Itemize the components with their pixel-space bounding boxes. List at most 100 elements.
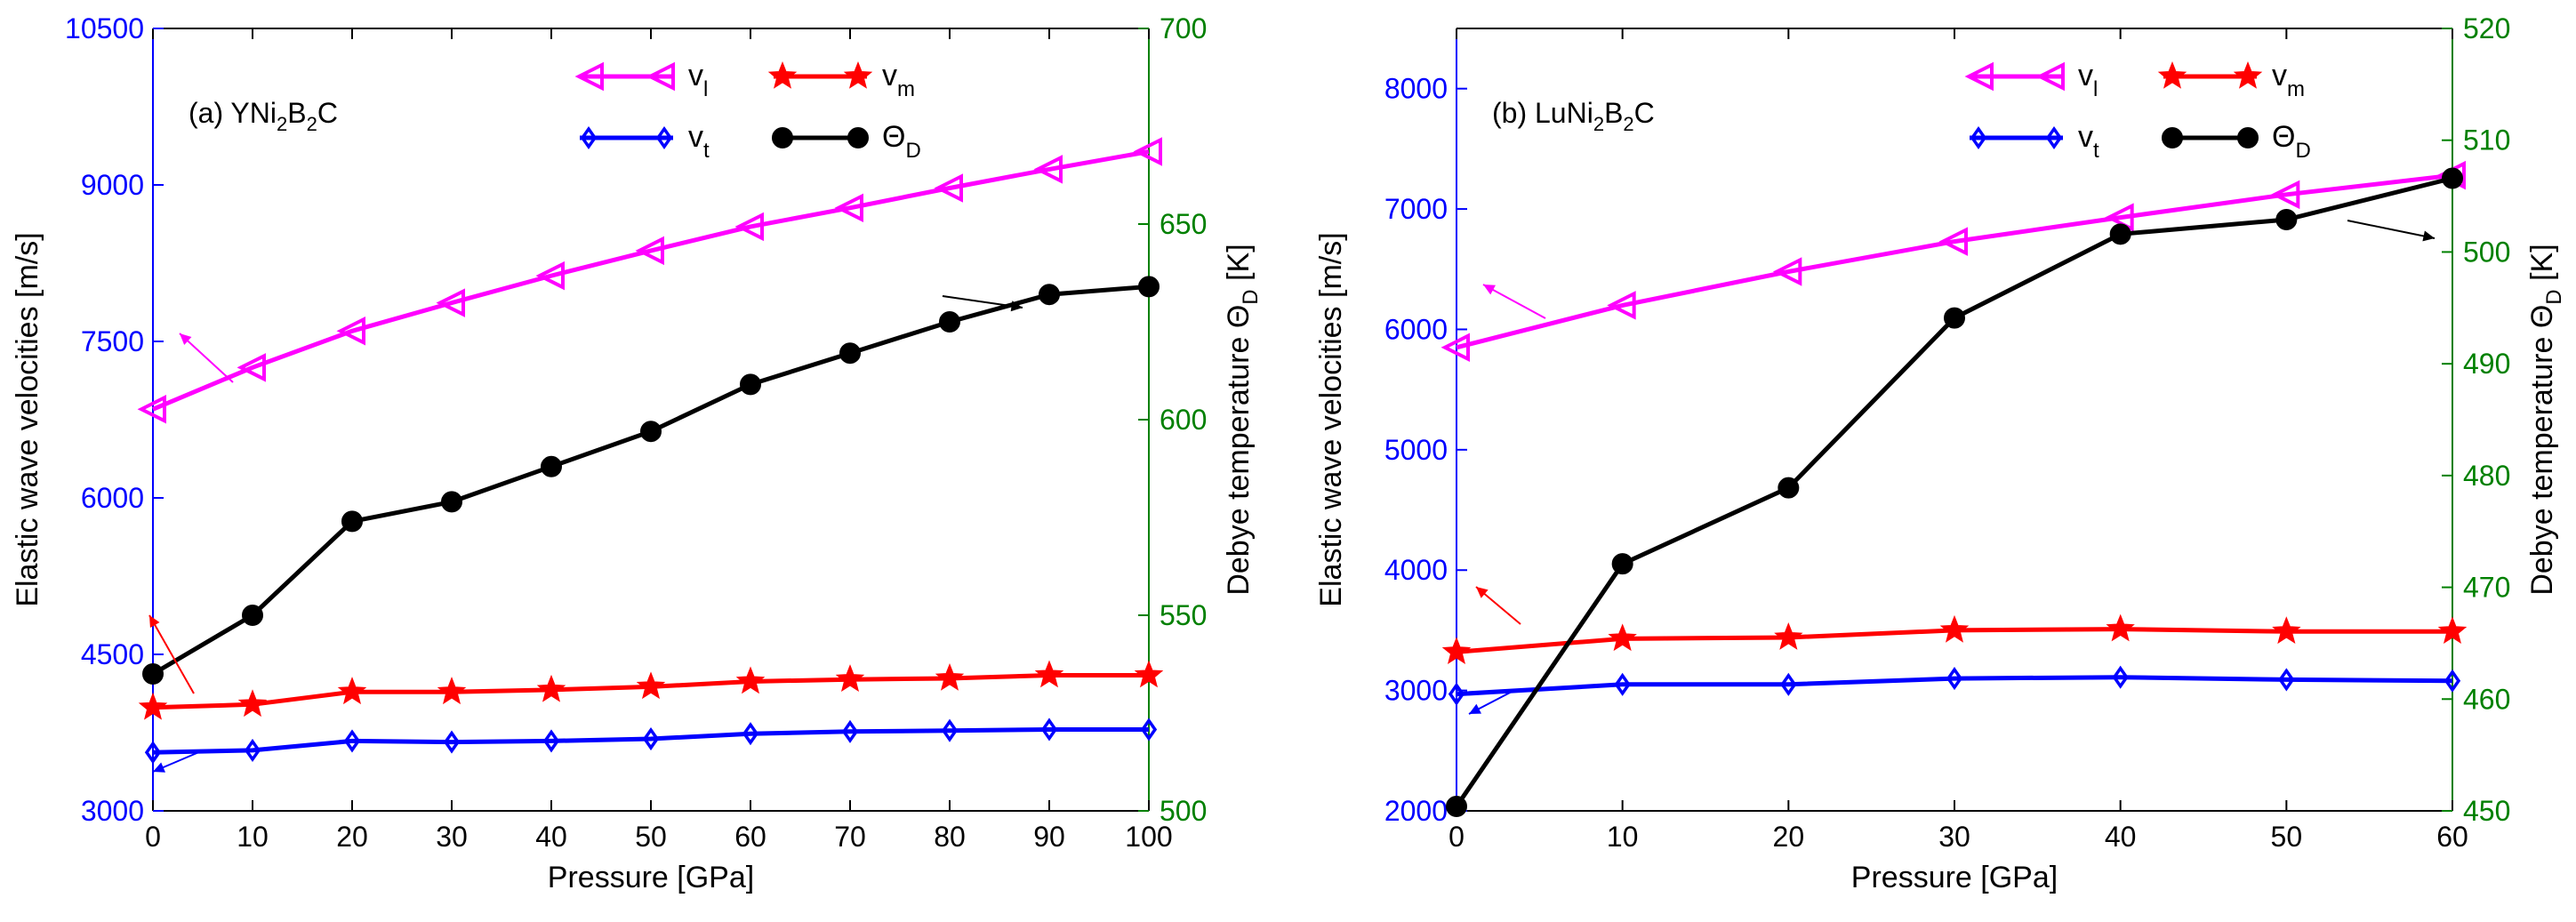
y2-tick-label: 550	[1160, 599, 1207, 631]
data-point	[542, 729, 560, 753]
data-point	[1040, 718, 1058, 742]
data-point	[441, 491, 462, 513]
data-point	[1033, 155, 1063, 184]
y-tick-label: 3000	[81, 795, 144, 827]
x-tick-label: 90	[1033, 821, 1065, 853]
x-axis-label: Pressure [GPa]	[548, 861, 754, 894]
panel-label: (a) YNi2B2C	[189, 97, 338, 135]
series-line	[1456, 675, 2453, 697]
data-point	[635, 236, 664, 266]
annotation-arrow	[1475, 586, 1521, 625]
arrow-shaft	[942, 295, 1023, 309]
legend-marker	[655, 125, 673, 150]
series-line	[1456, 172, 2453, 350]
data-point	[343, 729, 361, 753]
arrow-head	[180, 333, 192, 345]
data-point	[1039, 284, 1060, 306]
data-point	[1780, 672, 1797, 696]
legend-marker	[2045, 125, 2063, 150]
data-point	[941, 718, 959, 742]
data-point	[2272, 616, 2301, 645]
data-point	[2106, 613, 2135, 642]
legend-label: ΘD	[2272, 120, 2311, 163]
y2-axis-label: Debye temperature ΘD [K]	[1222, 244, 1263, 595]
data-point	[1448, 682, 1465, 706]
y2-tick-label: 700	[1160, 12, 1207, 44]
data-point	[2109, 223, 2131, 245]
arrow-head	[153, 762, 165, 773]
data-point	[841, 719, 859, 743]
y-tick-label: 4500	[81, 638, 144, 670]
annotation-arrow	[1468, 691, 1513, 715]
panel-label: (b) LuNi2B2C	[1492, 97, 1655, 135]
y2-tick-label: 650	[1160, 208, 1207, 240]
data-point	[1134, 660, 1164, 688]
data-point	[443, 730, 461, 754]
legend-entry: ΘD	[772, 120, 921, 163]
arrow-head	[1476, 587, 1489, 598]
x-tick-label: 50	[635, 821, 667, 853]
y-tick-label: 2000	[1384, 795, 1448, 827]
series-vl	[137, 137, 1162, 424]
legend-marker	[767, 60, 798, 89]
x-tick-label: 40	[2105, 821, 2137, 853]
x-tick-label: 100	[1125, 821, 1172, 853]
arrow-shaft	[1482, 284, 1546, 319]
data-point	[2112, 665, 2129, 689]
data-point	[1944, 307, 1965, 329]
data-point	[1140, 718, 1158, 742]
data-point	[137, 395, 166, 424]
y-tick-label: 8000	[1384, 73, 1448, 105]
data-point	[535, 261, 565, 291]
arrow-head	[1483, 285, 1496, 295]
series-vl	[1440, 160, 2466, 363]
data-point	[437, 677, 467, 705]
data-point	[1607, 291, 1636, 320]
y-tick-label: 6000	[81, 482, 144, 514]
y2-tick-label: 600	[1160, 404, 1207, 436]
legend-entry: vm	[2157, 59, 2305, 101]
y2-tick-label: 480	[2463, 460, 2510, 492]
y2-tick-label: 510	[2463, 124, 2510, 156]
series-vm	[138, 660, 1164, 720]
data-point	[1772, 257, 1802, 286]
data-point	[834, 193, 863, 223]
legend-entry: ΘD	[2162, 120, 2311, 163]
series-ΘD	[1446, 167, 2463, 817]
data-point	[1138, 276, 1160, 298]
series-vm	[1441, 613, 2468, 665]
x-tick-label: 60	[734, 821, 766, 853]
data-point	[541, 455, 562, 477]
legend-marker	[1970, 125, 1987, 150]
data-point	[636, 671, 666, 700]
legend-label: vm	[882, 59, 915, 101]
data-point	[839, 342, 861, 365]
legend-marker	[646, 61, 675, 92]
annotation-arrow	[152, 750, 202, 773]
x-tick-label: 0	[1448, 821, 1465, 853]
data-point	[1133, 137, 1162, 166]
arrow-shaft	[179, 333, 234, 383]
y-tick-label: 7500	[81, 325, 144, 357]
data-point	[642, 726, 660, 751]
data-point	[1611, 553, 1633, 575]
data-point	[1938, 227, 1968, 256]
arrow-head	[1469, 703, 1481, 714]
data-point	[740, 373, 761, 396]
series-line	[1454, 176, 2453, 808]
legend-label: ΘD	[882, 120, 921, 163]
y-tick-label: 10500	[65, 12, 144, 44]
y2-tick-label: 450	[2463, 795, 2510, 827]
y2-tick-label: 470	[2463, 572, 2510, 604]
data-point	[341, 510, 363, 533]
legend-entry: vm	[767, 59, 915, 101]
y-axis-label: Elastic wave velocities [m/s]	[1314, 232, 1348, 606]
data-point	[1946, 667, 1963, 691]
data-point	[1440, 333, 1470, 363]
arrow-head	[149, 615, 160, 628]
data-point	[734, 212, 764, 242]
data-point	[237, 353, 266, 382]
legend: vl vt vm ΘD	[1964, 59, 2311, 163]
legend-marker	[2237, 127, 2259, 148]
legend-marker	[847, 127, 869, 148]
